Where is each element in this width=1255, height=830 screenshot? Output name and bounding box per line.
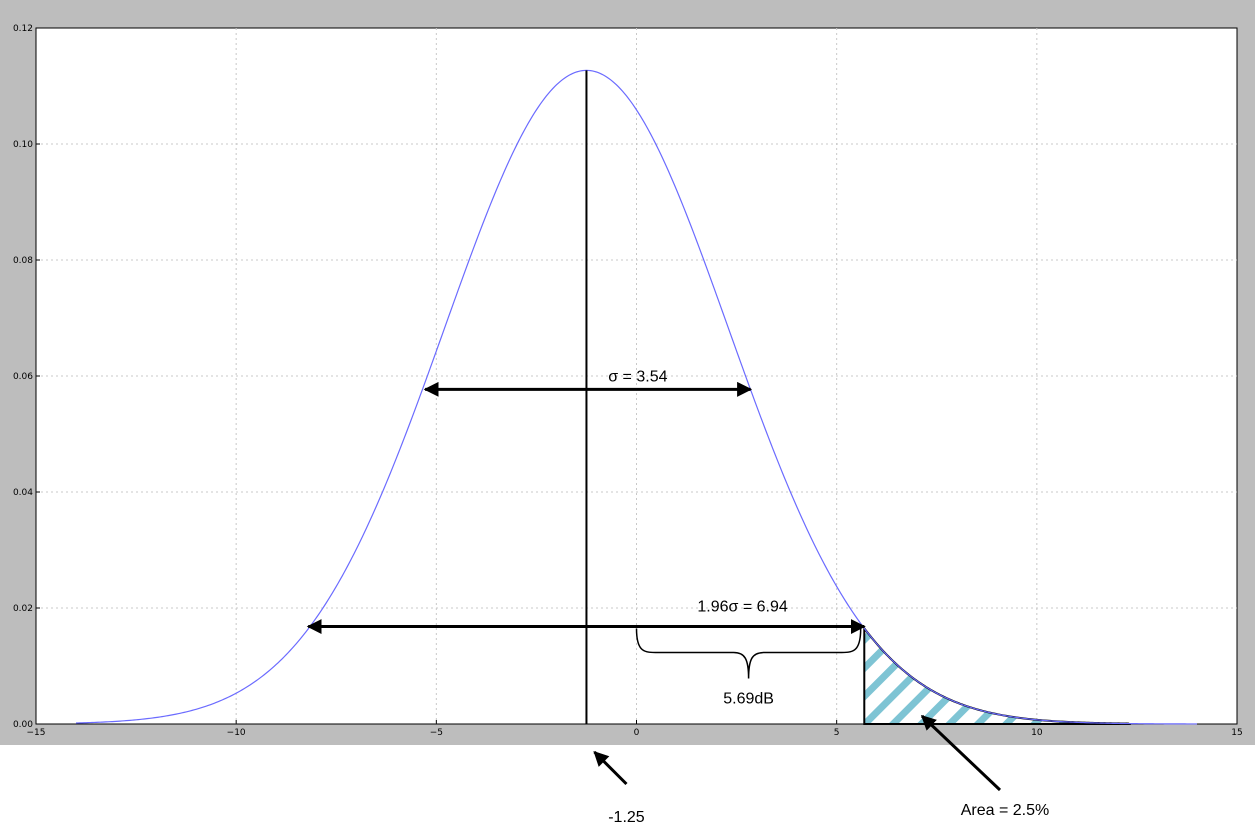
x-tick-label: −15 (27, 728, 46, 738)
grid-lines (36, 28, 1237, 724)
x-tick-label: −5 (430, 728, 443, 738)
x-tick-label: −10 (227, 728, 246, 738)
area-pointer-arrow (920, 714, 1002, 792)
y-tick-label: 0.10 (13, 140, 33, 150)
mean-pointer-arrow (593, 750, 628, 786)
x-tick-label: 15 (1231, 728, 1242, 738)
x-tick-label: 10 (1031, 728, 1043, 738)
x-tick-label: 0 (634, 728, 640, 738)
y-tick-label: 0.02 (13, 604, 33, 614)
y-tick-label: 0.04 (13, 488, 33, 498)
mean-label: -1.25 (608, 809, 645, 826)
y-tick-label: 0.00 (13, 720, 33, 730)
y-tick-label: 0.08 (13, 256, 33, 266)
area-label: Area = 2.5% (961, 802, 1050, 819)
series-line-normal-pdf (76, 69, 1197, 725)
offset-label: 5.69dB (723, 691, 774, 708)
x-tick-label: 5 (834, 728, 840, 738)
y-tick-label: 0.06 (13, 372, 33, 382)
y-tick-label: 0.12 (13, 24, 33, 34)
sigma-label: σ = 3.54 (608, 368, 667, 385)
offset-curly-brace (635, 628, 862, 679)
ci-label: 1.96σ = 6.94 (697, 599, 787, 616)
